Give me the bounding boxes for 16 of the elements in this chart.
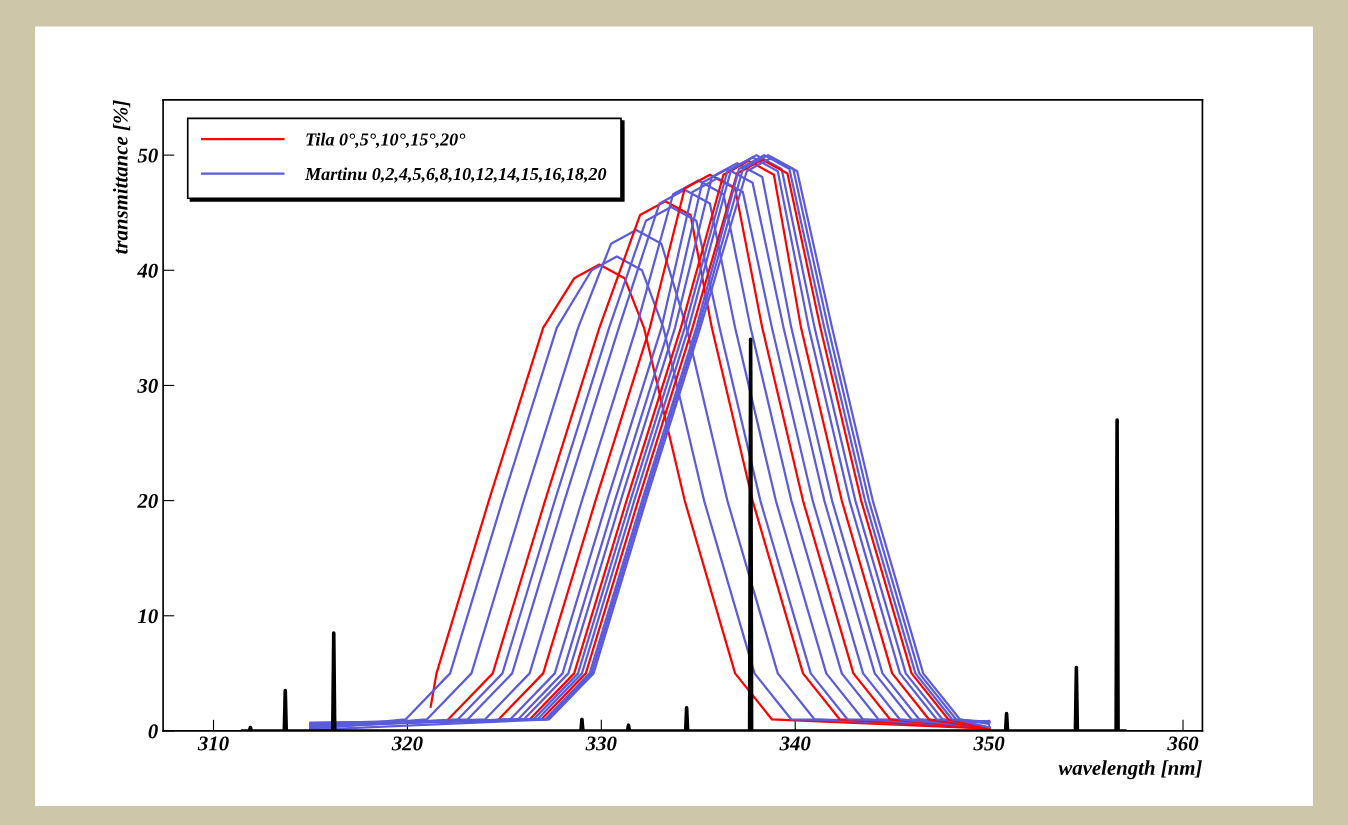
x-tick-label: 340 (779, 736, 811, 751)
x-tick-label: 350 (973, 736, 1005, 751)
x-tick-label: 310 (197, 736, 229, 751)
y-tick-label: 40 (137, 263, 158, 278)
y-tick-label: 30 (137, 378, 158, 393)
y-tick-label: 20 (137, 493, 158, 509)
x-tick-label: 320 (391, 736, 423, 751)
legend-label: Martinu 0,2,4,5,6,8,10,12,14,15,16,18,20 (304, 167, 607, 183)
x-tick-label: 360 (1167, 736, 1199, 751)
y-tick-label: 0 (148, 724, 158, 739)
y-axis-title: transmittance [%] (112, 100, 131, 254)
y-tick-label: 50 (137, 148, 158, 163)
x-tick-label: 330 (585, 736, 617, 751)
y-tick-label: 10 (137, 609, 158, 624)
x-axis-title: wavelength [nm] (1058, 760, 1202, 780)
legend-label: Tila 0°,5°,10°,15°,20° (306, 132, 466, 149)
